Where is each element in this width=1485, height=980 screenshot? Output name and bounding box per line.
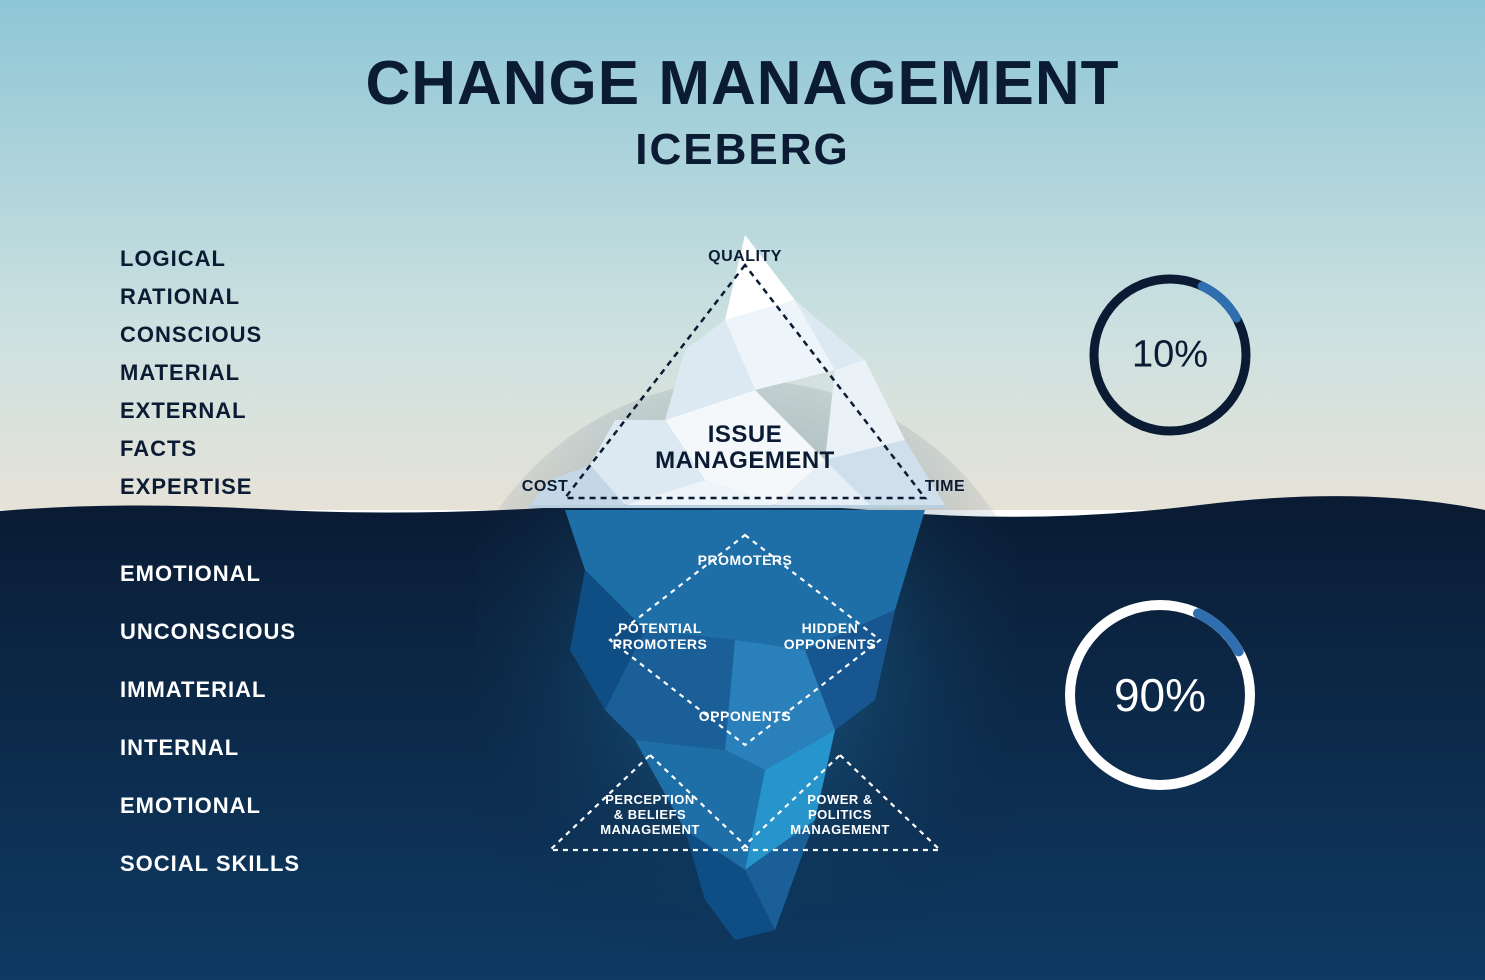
triangle-right-label: TIME [905, 478, 985, 496]
bt-left-0: PERCEPTION [570, 792, 730, 807]
diamond-bottom: OPPONENTS [645, 708, 845, 724]
list-item: EXPERTISE [120, 468, 262, 506]
title-sub: ICEBERG [0, 125, 1485, 175]
list-item: UNCONSCIOUS [120, 603, 300, 661]
donut-90: 90% [1060, 595, 1260, 795]
list-item: FACTS [120, 430, 262, 468]
diamond-left-b: PROMOTERS [585, 636, 735, 652]
infographic-stage: QUALITY COST TIME ISSUE MANAGEMENT PROMO… [0, 0, 1485, 980]
triangle-center-top: ISSUE [625, 422, 865, 448]
triangle-center-bottom: MANAGEMENT [625, 448, 865, 474]
list-item: EXTERNAL [120, 392, 262, 430]
bt-right-0: POWER & [760, 792, 920, 807]
triangle-apex-label: QUALITY [675, 248, 815, 266]
diamond-left-a: POTENTIAL [585, 620, 735, 636]
list-item: LOGICAL [120, 240, 262, 278]
bt-right-2: MANAGEMENT [760, 822, 920, 837]
bottom-tri-right: POWER & POLITICS MANAGEMENT [760, 792, 920, 837]
bt-left-1: & BELIEFS [570, 807, 730, 822]
donut-10: 10% [1085, 270, 1255, 440]
donut-90-label: 90% [1060, 668, 1260, 722]
donut-10-label: 10% [1085, 334, 1255, 377]
diamond-right-b: OPPONENTS [755, 636, 905, 652]
list-item: EMOTIONAL [120, 777, 300, 835]
list-item: MATERIAL [120, 354, 262, 392]
list-item: CONSCIOUS [120, 316, 262, 354]
triangle-left-label: COST [505, 478, 585, 496]
list-item: RATIONAL [120, 278, 262, 316]
list-item: SOCIAL SKILLS [120, 835, 300, 893]
list-item: EMOTIONAL [120, 545, 300, 603]
bt-left-2: MANAGEMENT [570, 822, 730, 837]
list-item: INTERNAL [120, 719, 300, 777]
iceberg: QUALITY COST TIME ISSUE MANAGEMENT PROMO… [475, 210, 1015, 950]
list-item: IMMATERIAL [120, 661, 300, 719]
below-water-list: EMOTIONAL UNCONSCIOUS IMMATERIAL INTERNA… [120, 545, 300, 893]
diamond-top: PROMOTERS [645, 552, 845, 568]
bt-right-1: POLITICS [760, 807, 920, 822]
diamond-left: POTENTIAL PROMOTERS [585, 620, 735, 652]
triangle-center-label: ISSUE MANAGEMENT [625, 422, 865, 474]
title-block: CHANGE MANAGEMENT ICEBERG [0, 48, 1485, 175]
title-main: CHANGE MANAGEMENT [0, 48, 1485, 119]
diamond-right-a: HIDDEN [755, 620, 905, 636]
above-water-list: LOGICAL RATIONAL CONSCIOUS MATERIAL EXTE… [120, 240, 262, 506]
bottom-tri-left: PERCEPTION & BELIEFS MANAGEMENT [570, 792, 730, 837]
diamond-right: HIDDEN OPPONENTS [755, 620, 905, 652]
